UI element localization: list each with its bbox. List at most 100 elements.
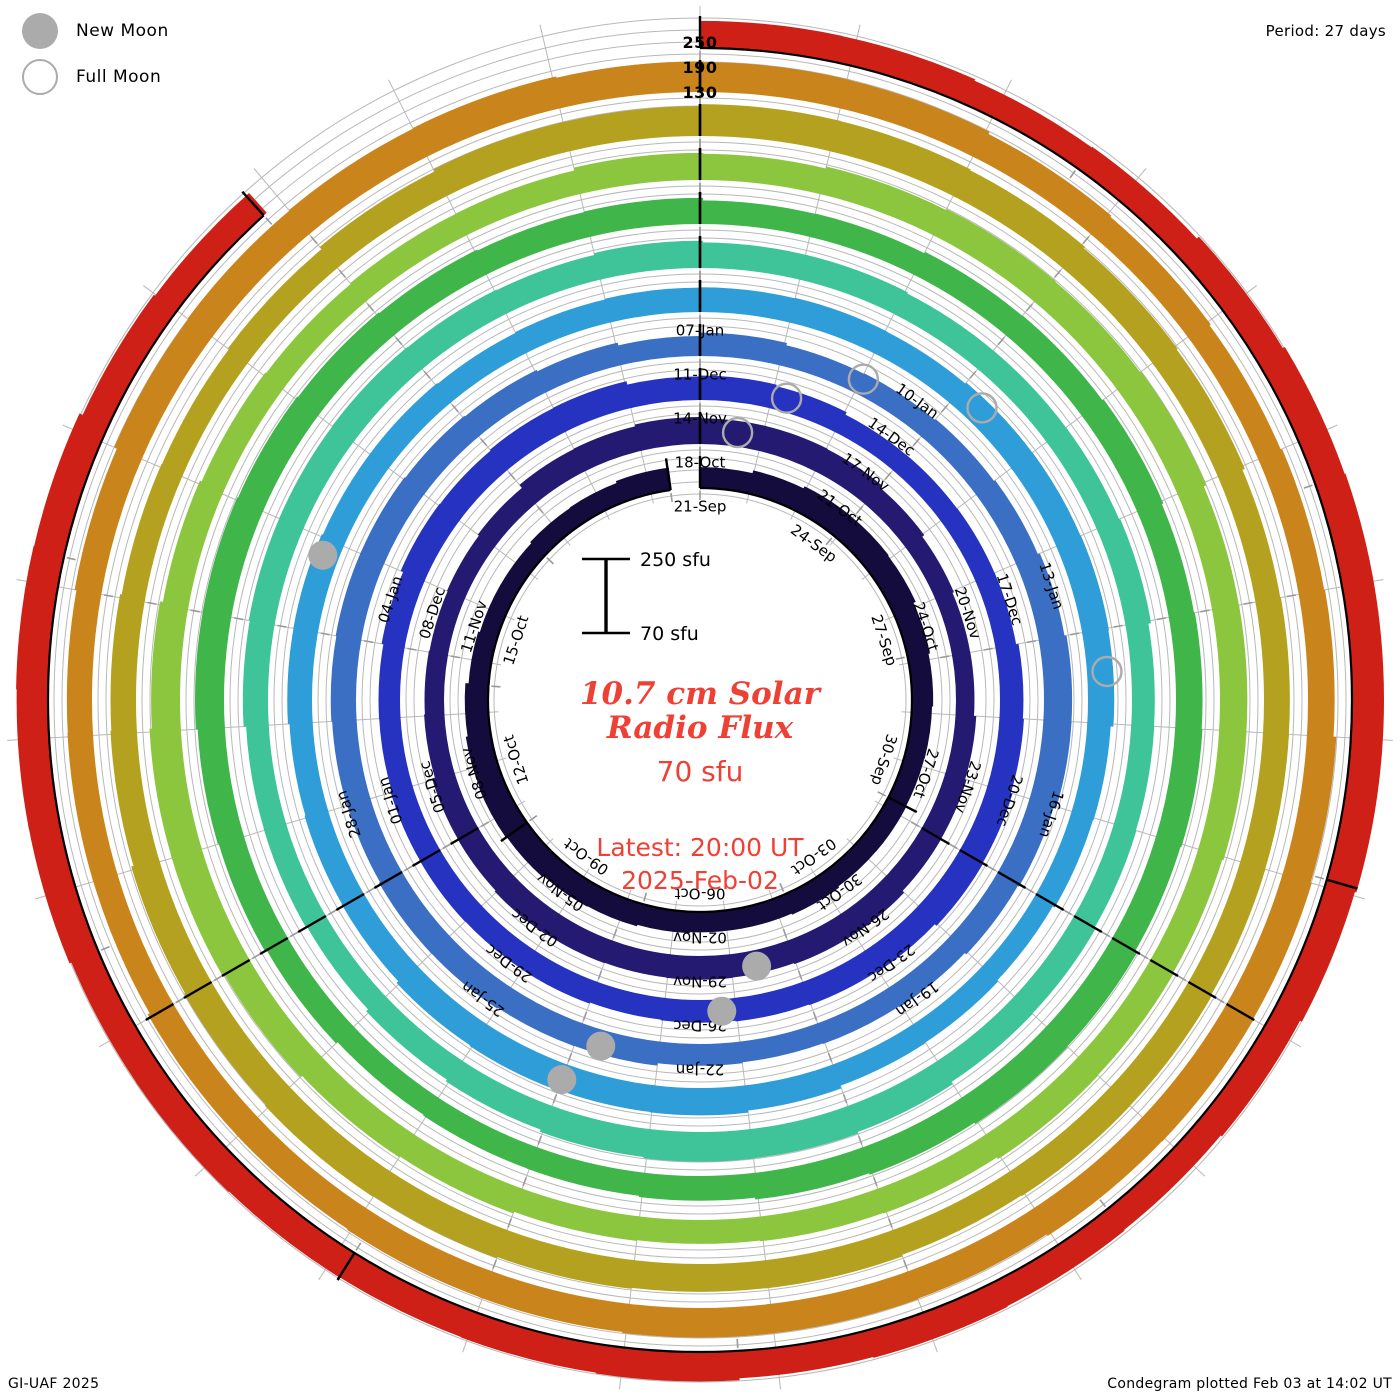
- flux-segment: [786, 913, 855, 965]
- flux-ring: [16, 16, 1384, 1382]
- flux-segment: [940, 508, 996, 583]
- flux-segment: [494, 874, 560, 935]
- flux-segment: [289, 720, 329, 818]
- flux-segment: [953, 168, 1085, 271]
- flux-segment: [460, 1310, 605, 1374]
- flux-segment: [1062, 245, 1178, 366]
- moon-markers: [308, 363, 1123, 1095]
- flux-segment: [335, 1024, 439, 1117]
- flux-segment: [800, 950, 879, 1006]
- flux-segment: [700, 375, 777, 409]
- flux-segment: [887, 936, 967, 1008]
- flux-segment: [972, 132, 1112, 237]
- flux-segment: [916, 850, 984, 926]
- flux-segment: [432, 771, 479, 840]
- footer-credit: GI-UAF 2025: [8, 1376, 100, 1392]
- flux-segment: [435, 331, 528, 403]
- flux-segment: [627, 1259, 769, 1292]
- flux-ring: [66, 60, 1337, 1338]
- flux-segment: [700, 287, 798, 324]
- flux-segment: [332, 346, 425, 443]
- flux-segment: [438, 449, 509, 521]
- flux-segment: [526, 1146, 645, 1197]
- flux-segment: [217, 833, 288, 952]
- flux-segment: [573, 152, 704, 195]
- flux-segment: [242, 617, 276, 727]
- flux-segment: [149, 727, 202, 859]
- flux-segment: [1155, 727, 1203, 848]
- flux-segment: [495, 986, 583, 1047]
- flux-segment: [519, 448, 587, 504]
- new-moon-marker: [707, 996, 737, 1026]
- flux-segment: [248, 515, 305, 625]
- flux-segment: [200, 372, 285, 495]
- flux-segment: [379, 715, 413, 793]
- flux-segment: [1125, 621, 1155, 730]
- flux-segment: [346, 796, 403, 885]
- flux-segment: [16, 685, 60, 830]
- flux-segment: [542, 857, 599, 907]
- flux-segment: [429, 589, 466, 656]
- flux-segment: [1224, 874, 1312, 1023]
- flux-ring: [149, 148, 1248, 1244]
- flux-segment: [1072, 823, 1137, 931]
- flux-segment: [825, 837, 877, 888]
- chart-title-line1: 10.7 cm Solar: [579, 676, 821, 712]
- flux-segment: [234, 1114, 366, 1232]
- flux-segment: [700, 242, 809, 281]
- flux-segment: [346, 1205, 493, 1299]
- flux-segment: [478, 1270, 630, 1333]
- flux-segment: [845, 1060, 953, 1134]
- flux-segment: [830, 1024, 926, 1087]
- new-moon-marker: [308, 540, 338, 570]
- flux-ring: [378, 368, 1024, 1023]
- flux-segment: [1168, 612, 1203, 733]
- flux-segment: [335, 551, 385, 641]
- flux-segment: [479, 584, 517, 639]
- flux-segment: [977, 350, 1068, 445]
- scale-number-190: 190: [682, 58, 718, 77]
- flux-ring: [110, 104, 1290, 1292]
- flux-segment: [296, 312, 397, 416]
- flux-segment: [980, 894, 1054, 983]
- flux-segment: [1034, 279, 1143, 393]
- flux-segment: [563, 106, 704, 152]
- flux-segment: [457, 826, 514, 892]
- flux-segment: [830, 120, 971, 198]
- flux-segment: [366, 994, 463, 1082]
- flux-segment: [1007, 1087, 1131, 1197]
- flux-segment: [74, 444, 144, 595]
- flux-segment: [33, 413, 109, 558]
- center-annotation: 250 sfu 70 sfu 10.7 cm Solar Radio Flux …: [430, 545, 970, 897]
- flux-segment: [227, 246, 341, 364]
- flux-segment: [700, 20, 843, 63]
- flux-segment: [1212, 604, 1248, 736]
- latest-time: Latest: 20:00 UT: [596, 833, 804, 862]
- flux-segment: [809, 213, 928, 276]
- flux-segment: [419, 848, 482, 922]
- flux-segment: [594, 240, 703, 280]
- flux-segment: [464, 683, 491, 738]
- flux-segment: [110, 729, 160, 870]
- flux-segment: [321, 452, 391, 547]
- flux-segment: [799, 254, 908, 316]
- flux-segment: [1281, 735, 1337, 887]
- flux-segment: [376, 249, 489, 336]
- ring-date-label: 22-Jan: [676, 1061, 724, 1079]
- flux-segment: [904, 1207, 1051, 1301]
- flux-segment: [152, 192, 267, 315]
- flux-segment: [493, 1228, 635, 1289]
- flux-segment: [553, 381, 633, 432]
- flux-segment: [779, 344, 866, 394]
- flux-segment: [92, 870, 174, 1017]
- flux-segment: [1152, 346, 1245, 480]
- flux-segment: [700, 153, 830, 195]
- ring-date-label: 07-Jan: [676, 322, 724, 340]
- flux-segment: [733, 981, 811, 1022]
- flux-segment: [446, 534, 496, 599]
- flux-segment: [759, 425, 828, 472]
- flux-ring: [424, 412, 977, 980]
- flux-segment: [515, 298, 613, 354]
- new-moon-icon: [22, 13, 58, 49]
